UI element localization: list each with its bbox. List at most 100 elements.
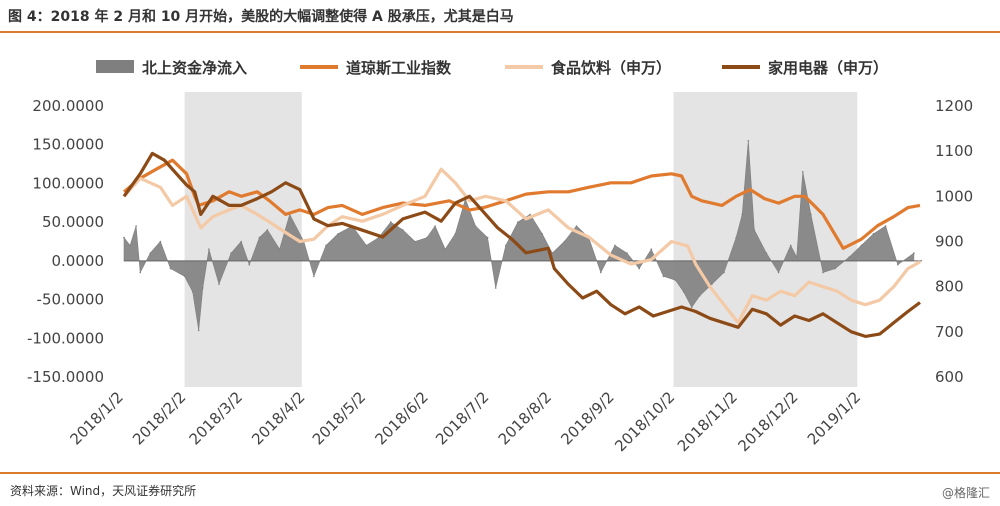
inflow-point bbox=[230, 252, 232, 254]
inflow-point bbox=[218, 283, 220, 285]
left-tick-label: 50.0000 bbox=[42, 213, 104, 231]
right-tick-label: 800 bbox=[935, 278, 964, 296]
right-tick-label: 600 bbox=[935, 368, 964, 386]
x-tick-label: 2018/4/2 bbox=[248, 388, 308, 448]
right-tick-label: 1000 bbox=[935, 187, 973, 205]
inflow-point bbox=[278, 248, 281, 250]
left-tick-label: 150.0000 bbox=[32, 136, 104, 154]
inflow-point bbox=[802, 171, 804, 173]
left-axis: 200.0000 150.0000 100.0000 50.0000 0.0000 -50… bbox=[27, 97, 104, 386]
inflow-point bbox=[795, 256, 798, 258]
inflow-point bbox=[123, 236, 125, 239]
inflow-point bbox=[129, 244, 131, 247]
x-tick-label: 2018/2/2 bbox=[129, 388, 189, 448]
inflow-point bbox=[389, 221, 392, 223]
left-tick-label: -100.0000 bbox=[27, 329, 104, 347]
inflow-point bbox=[266, 229, 269, 231]
left-tick-label: 100.0000 bbox=[32, 174, 104, 192]
inflow-point bbox=[486, 236, 489, 239]
inflow-point bbox=[434, 225, 436, 227]
legend-item-3: 家用电器（申万） bbox=[722, 59, 888, 77]
inflow-point bbox=[529, 213, 531, 216]
inflow-point bbox=[454, 233, 457, 235]
inflow-point bbox=[662, 275, 665, 278]
inflow-point bbox=[208, 248, 210, 250]
legend-item-0: 北上资金净流入 bbox=[96, 59, 247, 77]
inflow-point bbox=[551, 252, 554, 254]
inflow-point bbox=[735, 236, 737, 239]
x-tick-label: 2018/1/2 bbox=[66, 388, 126, 448]
inflow-point bbox=[741, 213, 743, 216]
inflow-point bbox=[325, 244, 327, 247]
x-tick-label: 2019/1/2 bbox=[804, 388, 864, 448]
bottom-rule bbox=[0, 472, 1000, 474]
inflow-point bbox=[402, 229, 404, 231]
x-tick-label: 2018/9/2 bbox=[557, 388, 617, 448]
inflow-point bbox=[183, 275, 186, 278]
inflow-point bbox=[682, 291, 685, 293]
inflow-point bbox=[517, 221, 519, 223]
inflow-point bbox=[777, 271, 780, 274]
left-tick-label: -150.0000 bbox=[27, 368, 104, 386]
inflow-point bbox=[674, 279, 677, 282]
inflow-point bbox=[159, 240, 162, 243]
series-1 bbox=[122, 158, 921, 250]
inflow-point bbox=[650, 248, 653, 250]
inflow-point bbox=[614, 244, 616, 247]
inflow-area bbox=[123, 140, 922, 332]
inflow-point bbox=[494, 287, 497, 289]
left-tick-label: 200.0000 bbox=[32, 97, 104, 115]
legend-item-2: 食品饮料（申万） bbox=[505, 59, 671, 77]
series-line-2 bbox=[122, 167, 921, 325]
legend-item-1: 道琼斯工业指数 bbox=[300, 59, 452, 77]
inflow-point bbox=[747, 140, 750, 142]
inflow-point bbox=[600, 271, 602, 274]
left-tick-label: -50.0000 bbox=[37, 291, 104, 309]
inflow-point bbox=[139, 271, 141, 274]
right-tick-label: 900 bbox=[935, 233, 964, 251]
inflow-point bbox=[191, 291, 194, 293]
index-lines bbox=[122, 151, 921, 338]
legend-label: 食品饮料（申万） bbox=[551, 59, 671, 77]
inflow-point bbox=[822, 271, 824, 274]
inflow-point bbox=[169, 267, 172, 270]
inflow-point bbox=[711, 283, 713, 285]
inflow-point bbox=[541, 233, 543, 235]
inflow-point bbox=[258, 236, 261, 239]
inflow-point bbox=[884, 225, 887, 227]
legend-label: 北上资金净流入 bbox=[142, 59, 247, 77]
inflow-point bbox=[414, 240, 416, 243]
inflow-point bbox=[913, 252, 915, 254]
inflow-point bbox=[834, 267, 836, 270]
watermark: @格隆汇 bbox=[941, 486, 990, 500]
inflow-point bbox=[426, 236, 428, 239]
inflow-point bbox=[753, 229, 756, 231]
inflow-point bbox=[337, 233, 339, 235]
inflow-point bbox=[699, 294, 701, 297]
x-tick-label: 2018/5/2 bbox=[309, 388, 369, 448]
legend-swatch bbox=[96, 60, 134, 73]
x-tick-label: 2018/12/2 bbox=[734, 388, 801, 455]
inflow-point bbox=[135, 225, 137, 227]
legend-label: 家用电器（申万） bbox=[768, 59, 888, 77]
inflow-point bbox=[197, 329, 200, 332]
inflow-point bbox=[248, 263, 251, 266]
series-line-3 bbox=[122, 151, 921, 338]
inflow-point bbox=[474, 225, 477, 227]
inflow-point bbox=[789, 244, 792, 247]
inflow-point bbox=[723, 271, 725, 274]
x-tick-label: 2018/6/2 bbox=[372, 388, 432, 448]
left-tick-label: 0.0000 bbox=[52, 252, 105, 270]
right-tick-label: 700 bbox=[935, 323, 964, 341]
inflow-point bbox=[860, 244, 863, 247]
series-3 bbox=[122, 151, 921, 338]
inflow-point bbox=[240, 240, 242, 243]
inflow-point bbox=[149, 252, 152, 254]
figure-title: 图 4：2018 年 2 月和 10 月开始，美股的大幅调整使得 A 股承压，尤… bbox=[8, 9, 514, 25]
series-2 bbox=[122, 167, 921, 325]
inflow-point bbox=[765, 252, 768, 254]
series-line-1 bbox=[122, 158, 921, 250]
right-axis: 1200 1100 1000 900 800 700 600 bbox=[935, 97, 973, 386]
